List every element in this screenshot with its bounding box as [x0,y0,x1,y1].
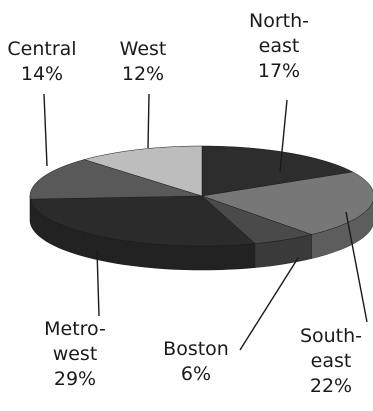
slice-name-label: Central [7,38,76,60]
leader-line-0 [279,99,288,173]
slice-value-label: 29% [54,368,96,390]
slice-name-label: west [53,343,98,365]
pie-slice-1 [201,171,373,235]
slice-name-label: Boston [163,338,229,360]
leader-lines [43,93,368,351]
slice-name-label: West [120,38,167,60]
slice-name-label: North- [249,10,309,32]
slice-value-label: 14% [21,63,63,85]
pie-slice-4 [29,159,203,200]
slice-value-label: 17% [258,60,300,82]
pie-slice-0 [201,145,354,197]
leader-line-1 [345,211,368,323]
pie-slice-3 [30,195,256,247]
leader-line-5 [147,93,150,149]
slice-value-label: 12% [122,63,164,85]
slice-labels: North-east 17% South-east 22% Boston 6% Metro-… [7,10,362,397]
slice-name-label: east [311,350,352,372]
leader-line-4 [43,93,48,167]
leader-line-2 [239,257,299,351]
slice-value-label: 22% [310,375,352,397]
leader-line-3 [96,249,100,317]
pie-top-faces [29,145,373,247]
slice-name-label: Metro- [44,318,106,340]
slice-value-label: 6% [181,363,211,385]
pie-slice-5 [83,145,203,197]
slice-name-label: east [259,35,300,57]
slice-name-label: South- [300,325,362,347]
pie-slice-2 [201,195,313,244]
